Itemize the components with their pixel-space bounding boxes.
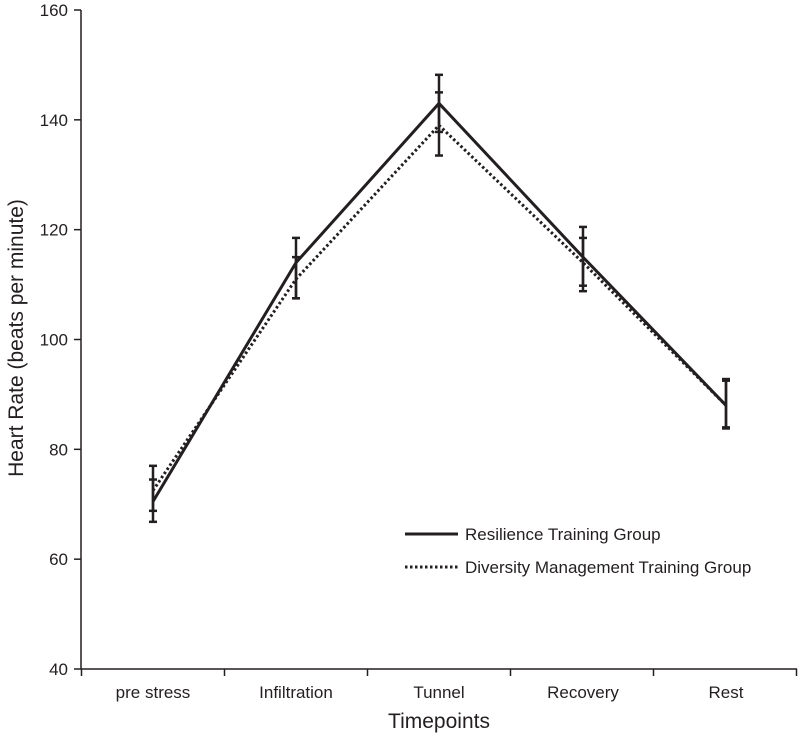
series-line — [151, 123, 728, 492]
x-tick-label: Recovery — [547, 683, 619, 702]
y-tick-label: 160 — [40, 1, 68, 20]
legend-label-diversity: Diversity Management Training Group — [465, 558, 751, 577]
y-tick-label: 100 — [40, 331, 68, 350]
x-tick-label: Infiltration — [259, 683, 333, 702]
x-ticks: pre stress Infiltration Tunnel Recovery Rest — [80, 669, 798, 702]
legend: Resilience Training Group Diversity Mana… — [405, 525, 751, 577]
series-layer — [149, 73, 730, 524]
y-axis-title: Heart Rate (beats per minute) — [5, 199, 28, 477]
legend-label-resilience: Resilience Training Group — [465, 525, 661, 544]
y-tick-label: 40 — [49, 660, 68, 679]
y-tick-label: 120 — [40, 221, 68, 240]
x-tick-label: Tunnel — [413, 683, 464, 702]
x-tick-label: pre stress — [116, 683, 191, 702]
y-ticks: 40 60 80 100 120 140 160 — [40, 1, 81, 679]
x-tick-label: Rest — [709, 683, 744, 702]
y-tick-label: 140 — [40, 111, 68, 130]
series-line — [151, 101, 728, 503]
x-axis-title: Timepoints — [388, 710, 490, 733]
y-tick-label: 60 — [49, 550, 68, 569]
series-diversity — [149, 91, 730, 513]
y-tick-label: 80 — [49, 440, 68, 459]
series-resilience — [149, 73, 730, 524]
